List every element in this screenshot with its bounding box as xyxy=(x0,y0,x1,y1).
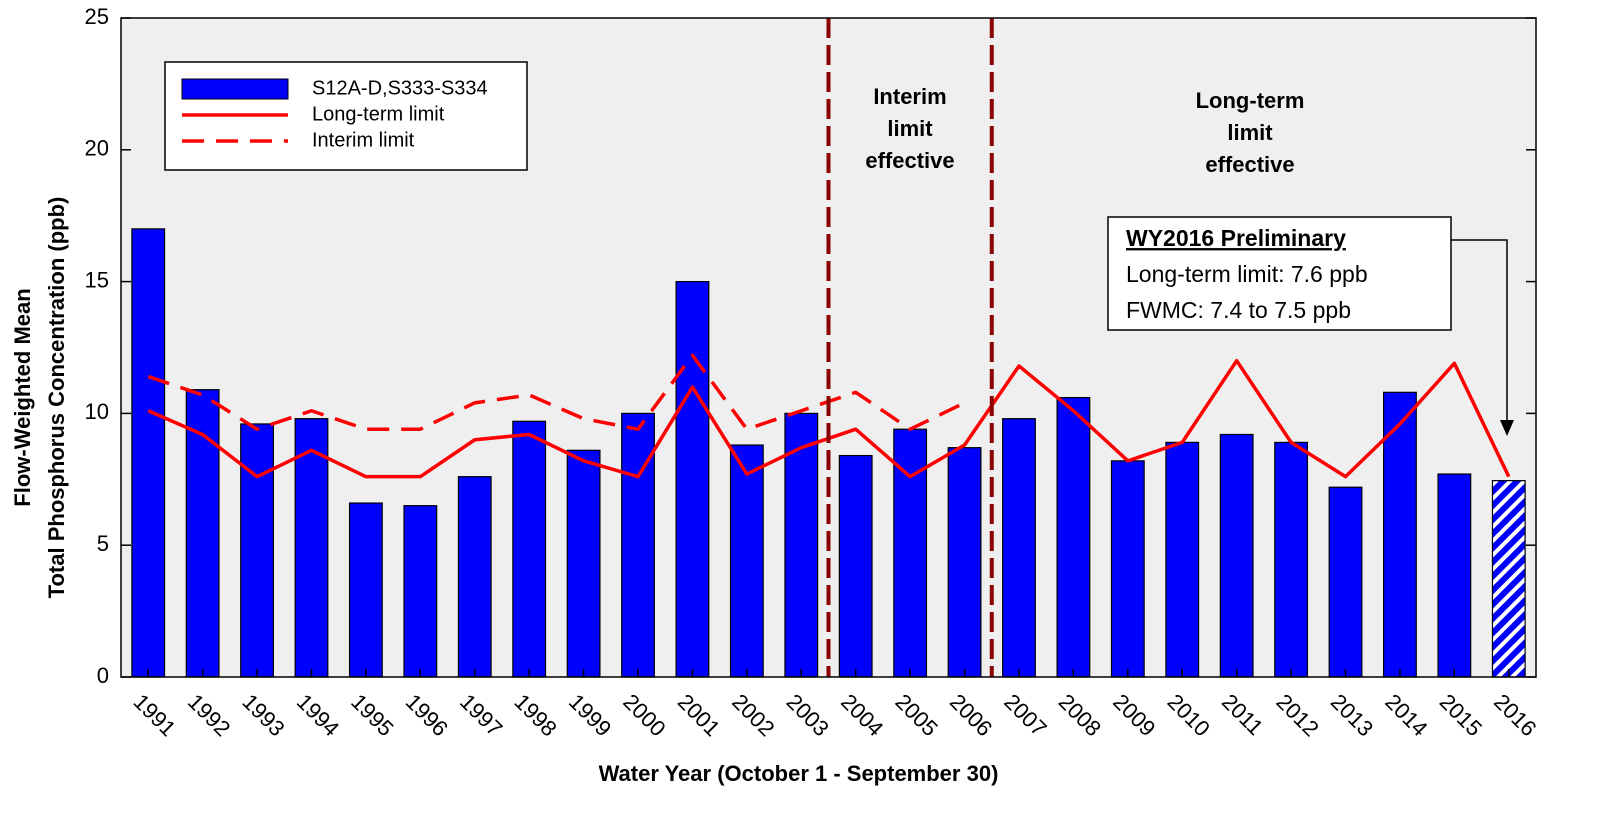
bar xyxy=(403,505,438,678)
bar xyxy=(1002,418,1036,678)
x-tick-label: 2016 xyxy=(1489,689,1541,741)
annotation: limit xyxy=(1227,120,1273,145)
y-tick-label: 5 xyxy=(97,531,109,556)
bar xyxy=(947,447,982,678)
x-tick-label: 1992 xyxy=(183,689,235,741)
y-axis-label: Flow-Weighted Mean xyxy=(10,288,35,506)
bar xyxy=(621,412,655,678)
annotation-box xyxy=(1107,216,1452,331)
plot-frame xyxy=(120,17,1537,678)
bar xyxy=(185,389,220,678)
bar xyxy=(1274,441,1309,678)
x-tick-label: 1996 xyxy=(401,689,453,741)
x-tick-label: 1994 xyxy=(292,689,344,741)
x-axis-label: Water Year (October 1 - September 30) xyxy=(599,761,999,786)
bar xyxy=(566,449,601,678)
bar xyxy=(1056,396,1091,678)
x-tick-label: 2008 xyxy=(1054,689,1106,741)
legend-swatch xyxy=(181,78,289,100)
x-tick-label: 2004 xyxy=(836,689,888,741)
x-tick-label: 2010 xyxy=(1163,689,1215,741)
bar xyxy=(1491,480,1526,678)
y-tick-label: 10 xyxy=(85,399,109,424)
bar xyxy=(512,420,547,678)
x-tick-label: 2012 xyxy=(1271,689,1323,741)
annotation: WY2016 Preliminary xyxy=(1126,225,1346,251)
x-tick-label: 1997 xyxy=(455,689,507,741)
bar xyxy=(457,476,492,678)
y-tick-label: 25 xyxy=(85,4,109,29)
annotation: effective xyxy=(1205,152,1294,177)
bar xyxy=(294,418,329,678)
x-tick-label: 2014 xyxy=(1380,689,1432,741)
bar xyxy=(838,454,873,678)
x-tick-label: 1993 xyxy=(237,689,289,741)
bar xyxy=(675,281,710,678)
bar xyxy=(348,502,383,678)
bar xyxy=(1219,433,1254,678)
y-axis-label: Total Phosphorus Concentration (ppb) xyxy=(44,197,69,599)
x-tick-label: 2006 xyxy=(945,689,997,741)
legend-label: S12A-D,S333-S334 xyxy=(312,77,488,99)
annotation-arrowhead xyxy=(1500,420,1514,436)
x-tick-label: 2007 xyxy=(999,689,1051,741)
bar xyxy=(1165,441,1200,678)
bar xyxy=(240,423,274,678)
annotation: Long-term xyxy=(1196,88,1305,113)
bar xyxy=(1437,473,1472,678)
x-tick-label: 1998 xyxy=(510,689,562,741)
annotation: effective xyxy=(865,148,954,173)
x-tick-label: 2002 xyxy=(727,689,779,741)
x-tick-label: 1999 xyxy=(564,689,616,741)
x-tick-label: 2015 xyxy=(1435,689,1487,741)
x-tick-label: 2003 xyxy=(782,689,834,741)
x-tick-label: 2009 xyxy=(1108,689,1160,741)
y-tick-label: 20 xyxy=(85,136,109,161)
x-tick-label: 2001 xyxy=(673,689,725,741)
x-tick-label: 2005 xyxy=(890,689,942,741)
x-tick-label: 2011 xyxy=(1217,689,1268,740)
x-tick-label: 2013 xyxy=(1326,689,1378,741)
bar xyxy=(131,228,166,678)
x-tick-label: 1991 xyxy=(129,689,181,741)
legend-label: Interim limit xyxy=(312,129,415,151)
annotation: Long-term limit: 7.6 ppb xyxy=(1126,261,1368,287)
annotation: FWMC: 7.4 to 7.5 ppb xyxy=(1126,297,1351,323)
legend-label: Long-term limit xyxy=(312,103,445,125)
bar xyxy=(1328,486,1363,678)
y-tick-label: 15 xyxy=(85,267,109,292)
annotation-arrow xyxy=(1451,239,1508,422)
bar xyxy=(1110,460,1145,678)
x-tick-label: 1995 xyxy=(346,689,398,741)
bar xyxy=(784,412,819,678)
y-tick-label: 0 xyxy=(97,663,109,688)
bar xyxy=(729,444,764,678)
annotation: Interim xyxy=(873,84,946,109)
x-tick-label: 2000 xyxy=(618,689,670,741)
annotation: limit xyxy=(887,116,933,141)
